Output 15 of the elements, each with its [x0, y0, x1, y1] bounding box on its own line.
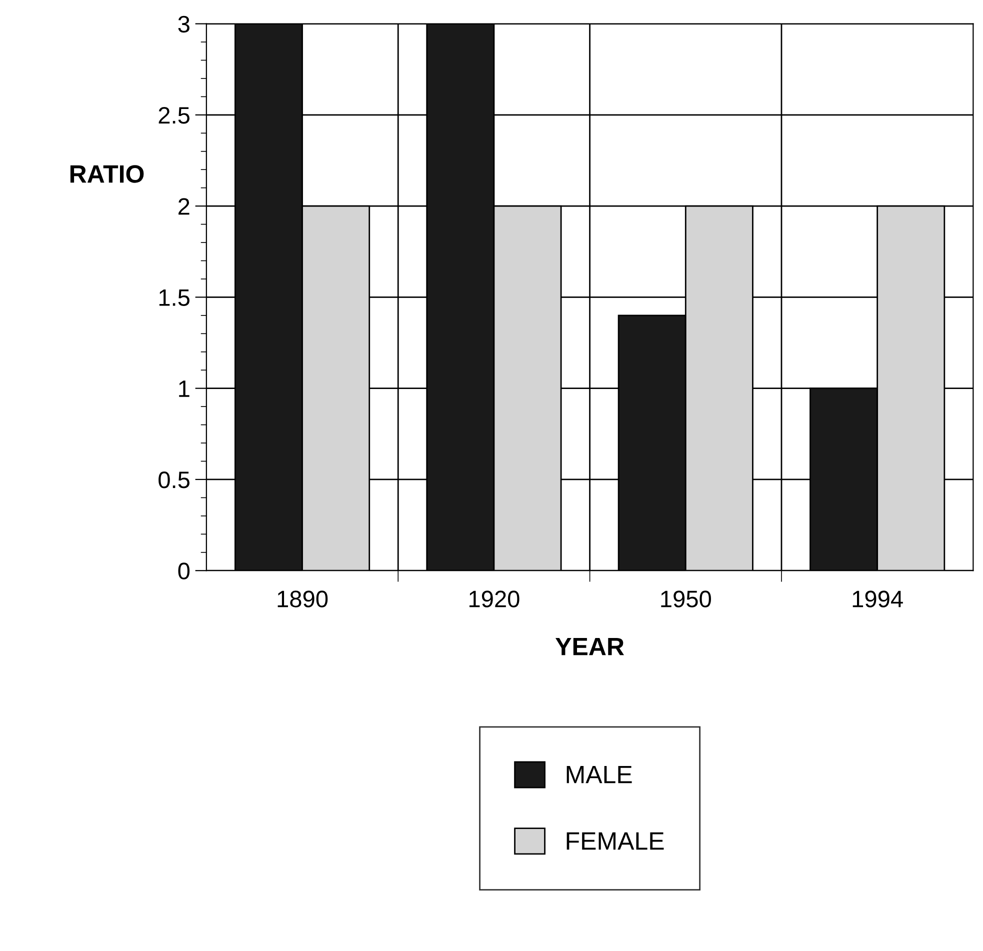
- legend-label: FEMALE: [566, 832, 664, 850]
- legend-label: MALE: [566, 766, 632, 784]
- y-tick-label: 0.5: [158, 472, 190, 488]
- y-tick-label: 1: [179, 380, 190, 397]
- x-tick-label: 1950: [661, 590, 711, 608]
- y-tick-label: 0: [178, 562, 190, 580]
- x-tick-label: 1890: [278, 590, 328, 608]
- y-tick-label: 3: [178, 16, 190, 33]
- x-tick-label: 1920: [470, 590, 520, 608]
- y-tick-label: 1.5: [159, 290, 190, 306]
- y-tick-label: 2.5: [158, 106, 190, 124]
- y-tick-label: 2: [178, 198, 190, 215]
- x-axis-title: YEAR: [555, 638, 624, 656]
- y-axis-title: RATIO: [70, 165, 144, 183]
- x-tick-label: 1994: [852, 590, 903, 608]
